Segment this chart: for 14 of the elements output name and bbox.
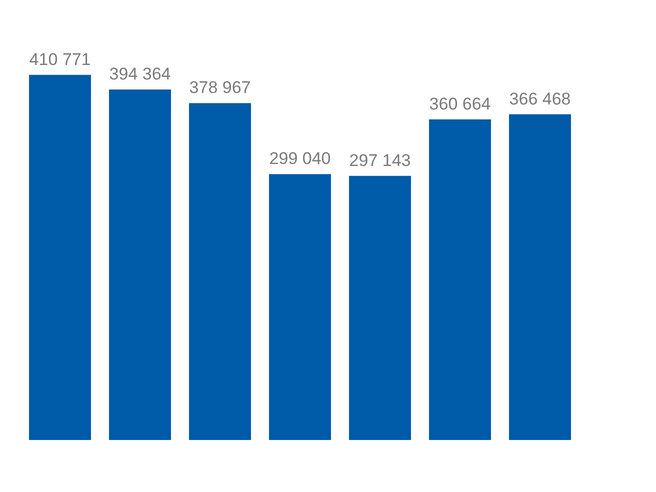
bar — [29, 74, 91, 440]
data-label: 394 364 — [109, 64, 171, 84]
data-label: 378 967 — [189, 78, 251, 98]
data-label: 366 468 — [509, 89, 571, 108]
data-label: 360 664 — [429, 94, 491, 114]
data-label: 299 040 — [269, 149, 331, 168]
bar — [109, 89, 171, 440]
bar — [269, 174, 331, 440]
bar — [189, 103, 251, 440]
bar — [509, 114, 571, 440]
data-label: 297 143 — [349, 150, 411, 170]
data-label: 410 771 — [29, 50, 91, 69]
bar — [349, 176, 411, 440]
bar — [429, 119, 491, 440]
